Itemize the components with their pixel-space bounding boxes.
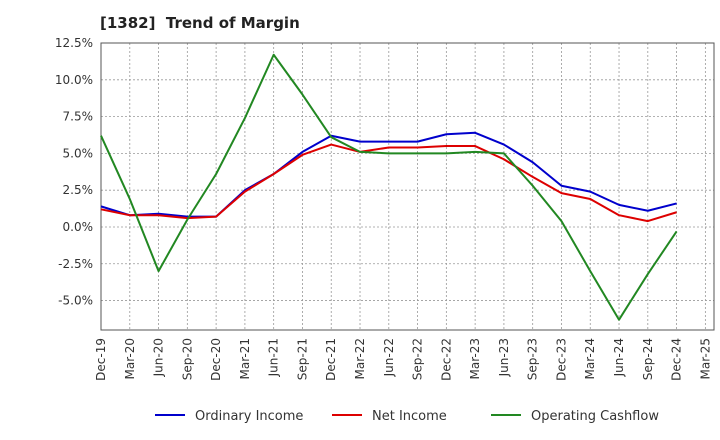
- x-tick-label: Jun-22: [382, 338, 396, 377]
- y-tick-label: -5.0%: [58, 294, 93, 308]
- x-tick-label: Sep-20: [180, 338, 194, 380]
- x-tick-label: Jun-20: [152, 338, 166, 377]
- x-tick-label: Mar-24: [583, 338, 597, 379]
- y-tick-label: 2.5%: [63, 183, 94, 197]
- y-tick-label: -2.5%: [58, 257, 93, 271]
- x-tick-label: Mar-25: [698, 338, 712, 379]
- x-tick-label: Dec-21: [324, 338, 338, 381]
- x-tick-label: Jun-21: [267, 338, 281, 377]
- x-tick-label: Mar-20: [123, 338, 137, 379]
- x-tick-label: Mar-22: [353, 338, 367, 379]
- x-tick-label: Sep-21: [295, 338, 309, 380]
- x-tick-label: Sep-24: [641, 338, 655, 380]
- legend-label-net-income: Net Income: [372, 409, 447, 424]
- x-tick-label: Jun-24: [612, 338, 626, 377]
- y-tick-label: 10.0%: [55, 73, 93, 87]
- y-tick-label: 5.0%: [63, 146, 94, 160]
- x-tick-label: Mar-21: [238, 338, 252, 379]
- legend-label-operating-cashflow: Operating Cashflow: [531, 409, 659, 424]
- x-tick-label: Dec-22: [439, 338, 453, 381]
- y-tick-label: 7.5%: [63, 110, 94, 124]
- x-tick-label: Dec-19: [94, 338, 108, 381]
- x-tick-label: Jun-23: [497, 338, 511, 377]
- chart-title: [1382] Trend of Margin: [100, 14, 300, 32]
- series-line-net-income: [100, 143, 677, 223]
- plot-area-border: [100, 42, 715, 331]
- y-tick-label: 12.5%: [55, 36, 93, 50]
- series-line-operating-cashflow: [100, 53, 678, 321]
- x-tick-label: Mar-23: [468, 338, 482, 379]
- legend-label-ordinary-income: Ordinary Income: [195, 409, 303, 424]
- x-tick-label: Dec-24: [670, 338, 684, 381]
- x-tick-label: Dec-20: [209, 338, 223, 381]
- y-tick-label: 0.0%: [63, 220, 94, 234]
- x-tick-label: Sep-22: [411, 338, 425, 380]
- x-tick-label: Sep-23: [526, 338, 540, 380]
- x-tick-label: Dec-23: [554, 338, 568, 381]
